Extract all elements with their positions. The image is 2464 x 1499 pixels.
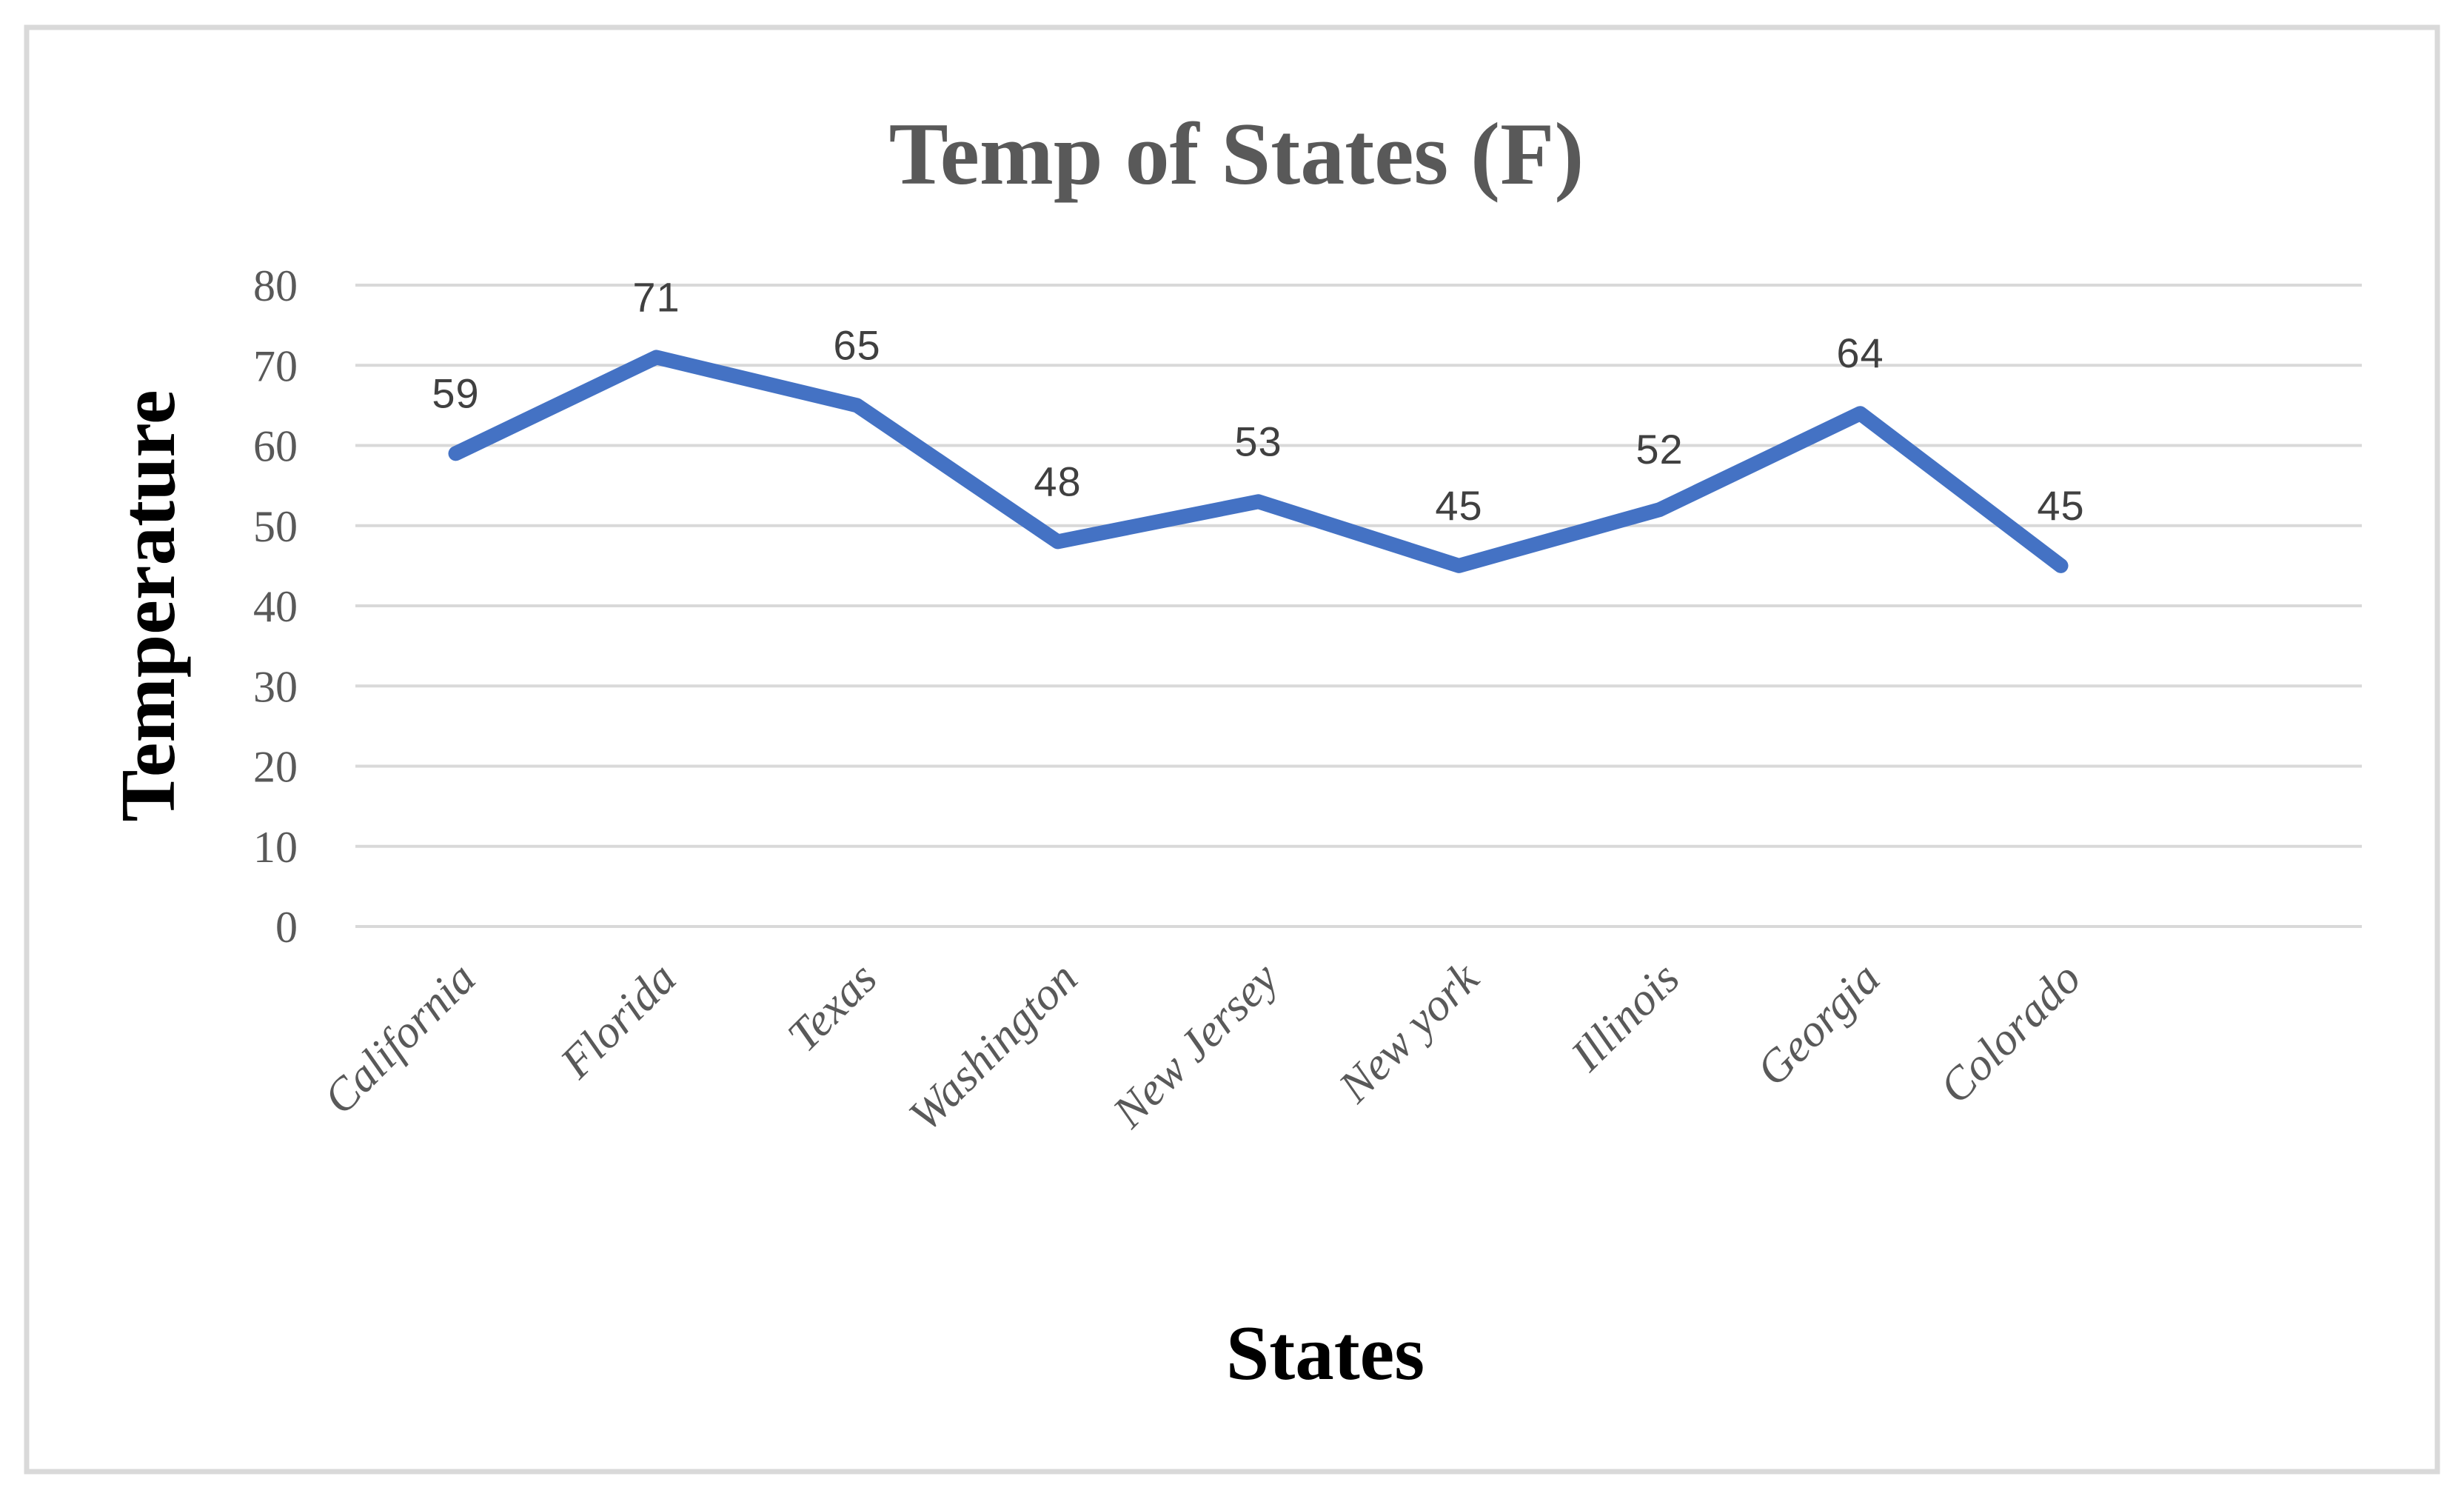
x-tick-label: Washington: [900, 953, 1088, 1141]
temperature-line-series: [448, 350, 2069, 573]
data-label: 52: [1636, 426, 1683, 473]
y-tick-label: 30: [253, 662, 298, 711]
data-label: 45: [1435, 482, 1482, 529]
y-tick-label: 0: [275, 903, 298, 952]
gridlines-group: [355, 284, 2362, 928]
y-axis-title: Temperature: [104, 390, 191, 821]
chart-border-frame: [24, 24, 2440, 1475]
x-tick-label: Colorado: [1930, 953, 2090, 1113]
x-axis-category-labels: California Florida Texas Washington New Jers…: [315, 952, 2091, 1141]
x-tick-label: California: [315, 953, 486, 1124]
chart-title: Temp of States (F): [889, 104, 1584, 203]
data-label: 59: [432, 370, 479, 416]
y-tick-label: 20: [253, 743, 298, 792]
y-axis-tick-labels: 0 10 20 30 40 50 60 70 80: [253, 261, 298, 952]
x-tick-label: Texas: [778, 953, 886, 1061]
x-tick-label: Illinois: [1561, 953, 1689, 1081]
data-label: 53: [1234, 418, 1282, 464]
x-axis-title: States: [1226, 1309, 1424, 1396]
x-tick-label: New Jersey: [1103, 952, 1288, 1138]
data-label: 48: [1034, 458, 1081, 504]
y-tick-label: 10: [253, 823, 298, 872]
y-tick-label: 60: [253, 422, 298, 471]
x-tick-label: Florida: [551, 953, 686, 1089]
data-label: 65: [833, 321, 880, 368]
y-tick-label: 70: [253, 341, 298, 390]
y-tick-label: 50: [253, 502, 298, 551]
x-tick-label: New york: [1329, 952, 1490, 1113]
data-labels-group: 59 71 65 48 53 45 52 64 45: [432, 273, 2084, 529]
x-tick-label: Georgia: [1747, 953, 1890, 1096]
data-label: 45: [2037, 482, 2084, 529]
y-tick-label: 80: [253, 261, 298, 310]
y-tick-label: 40: [253, 582, 298, 631]
data-label: 71: [632, 273, 680, 320]
data-label: 64: [1836, 330, 1884, 376]
